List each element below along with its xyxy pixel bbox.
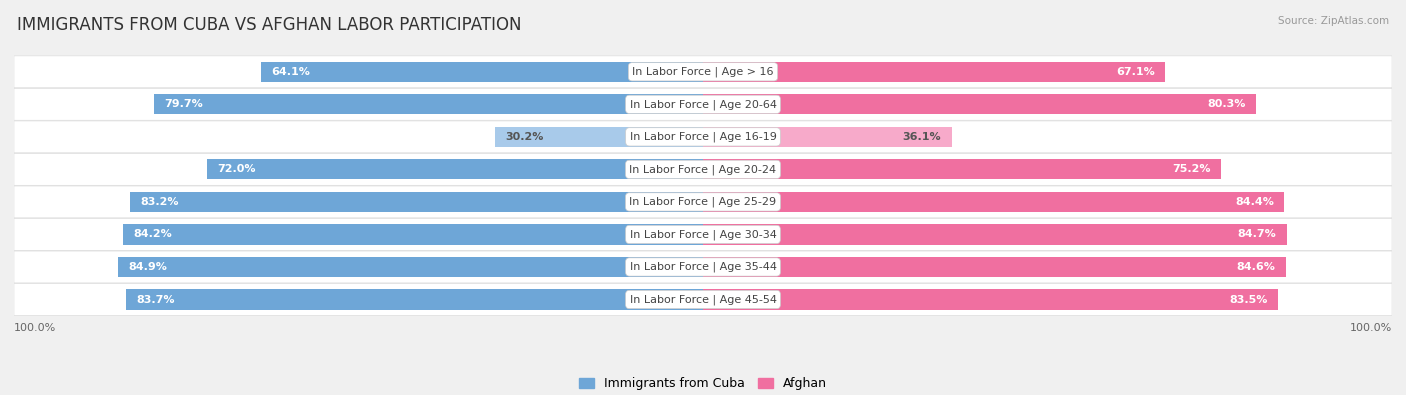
Text: 83.5%: 83.5% <box>1230 295 1268 305</box>
Text: 75.2%: 75.2% <box>1173 164 1211 174</box>
FancyBboxPatch shape <box>14 88 1392 120</box>
Text: In Labor Force | Age 20-24: In Labor Force | Age 20-24 <box>630 164 776 175</box>
Bar <box>703 127 952 147</box>
Text: Source: ZipAtlas.com: Source: ZipAtlas.com <box>1278 16 1389 26</box>
Bar <box>122 224 703 245</box>
Bar <box>703 94 1256 115</box>
Text: 84.2%: 84.2% <box>134 229 172 239</box>
Text: In Labor Force | Age > 16: In Labor Force | Age > 16 <box>633 66 773 77</box>
Text: 83.2%: 83.2% <box>141 197 179 207</box>
Text: In Labor Force | Age 25-29: In Labor Force | Age 25-29 <box>630 197 776 207</box>
Bar <box>127 290 703 310</box>
Text: In Labor Force | Age 45-54: In Labor Force | Age 45-54 <box>630 294 776 305</box>
Text: 67.1%: 67.1% <box>1116 67 1154 77</box>
Text: 72.0%: 72.0% <box>218 164 256 174</box>
Bar <box>262 62 703 82</box>
Text: 64.1%: 64.1% <box>271 67 311 77</box>
Text: In Labor Force | Age 35-44: In Labor Force | Age 35-44 <box>630 262 776 272</box>
FancyBboxPatch shape <box>14 56 1392 88</box>
Text: 83.7%: 83.7% <box>136 295 176 305</box>
Bar <box>703 224 1286 245</box>
Text: IMMIGRANTS FROM CUBA VS AFGHAN LABOR PARTICIPATION: IMMIGRANTS FROM CUBA VS AFGHAN LABOR PAR… <box>17 16 522 34</box>
FancyBboxPatch shape <box>14 251 1392 283</box>
FancyBboxPatch shape <box>14 121 1392 153</box>
Bar <box>118 257 703 277</box>
Text: 100.0%: 100.0% <box>1350 323 1392 333</box>
Text: In Labor Force | Age 30-34: In Labor Force | Age 30-34 <box>630 229 776 240</box>
Text: 84.9%: 84.9% <box>128 262 167 272</box>
Text: 30.2%: 30.2% <box>505 132 544 142</box>
FancyBboxPatch shape <box>14 284 1392 316</box>
FancyBboxPatch shape <box>14 153 1392 185</box>
FancyBboxPatch shape <box>14 218 1392 250</box>
Text: 79.7%: 79.7% <box>165 99 202 109</box>
Bar <box>153 94 703 115</box>
Legend: Immigrants from Cuba, Afghan: Immigrants from Cuba, Afghan <box>574 372 832 395</box>
Bar <box>703 192 1285 212</box>
Bar <box>703 290 1278 310</box>
Text: 84.6%: 84.6% <box>1237 262 1275 272</box>
Bar <box>129 192 703 212</box>
Text: In Labor Force | Age 16-19: In Labor Force | Age 16-19 <box>630 132 776 142</box>
Text: 80.3%: 80.3% <box>1208 99 1246 109</box>
Text: In Labor Force | Age 20-64: In Labor Force | Age 20-64 <box>630 99 776 109</box>
FancyBboxPatch shape <box>14 186 1392 218</box>
Text: 84.4%: 84.4% <box>1236 197 1274 207</box>
Text: 36.1%: 36.1% <box>903 132 942 142</box>
Bar <box>703 62 1166 82</box>
Bar <box>495 127 703 147</box>
Text: 84.7%: 84.7% <box>1237 229 1277 239</box>
Bar <box>207 159 703 179</box>
Text: 100.0%: 100.0% <box>14 323 56 333</box>
Bar <box>703 257 1286 277</box>
Bar <box>703 159 1220 179</box>
